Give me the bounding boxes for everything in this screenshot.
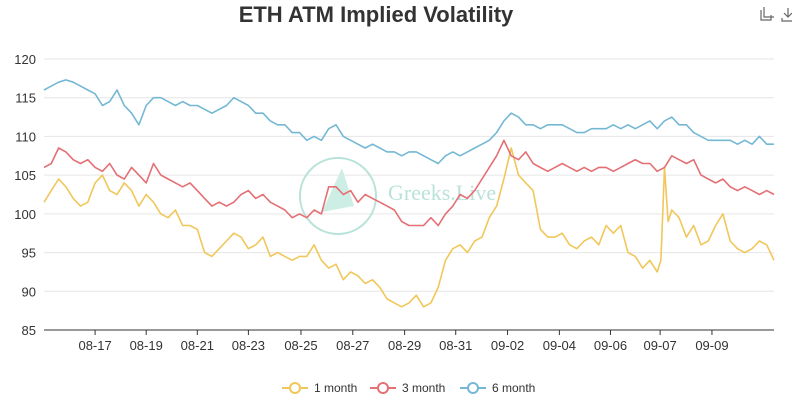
restore-icon[interactable] — [759, 6, 775, 22]
watermark-logo-icon — [299, 157, 377, 235]
series-line-1-month — [43, 147, 775, 308]
legend-item-3-month[interactable]: 3 month — [370, 378, 445, 398]
y-tick-label: 110 — [15, 129, 36, 144]
y-tick-label: 100 — [14, 207, 36, 222]
legend-label: 3 month — [402, 381, 446, 395]
y-tick-label: 90 — [22, 284, 36, 299]
legend-label: 1 month — [314, 381, 358, 395]
series-line-6-month — [43, 79, 774, 165]
legend-marker-icon — [460, 382, 486, 394]
legend-marker-icon — [370, 382, 396, 394]
x-tick-label: 09-02 — [491, 338, 524, 353]
x-tick-label: 09-07 — [643, 338, 676, 353]
x-tick-label: 09-04 — [543, 338, 576, 353]
y-tick-label: 95 — [22, 246, 36, 261]
y-tick-label: 105 — [14, 168, 36, 183]
legend-item-1-month[interactable]: 1 month — [282, 378, 357, 398]
x-tick-label: 09-09 — [695, 338, 728, 353]
x-tick-label: 08-25 — [284, 338, 317, 353]
download-icon[interactable] — [780, 6, 792, 22]
x-tick-label: 08-17 — [78, 338, 111, 353]
legend-item-6-month[interactable]: 6 month — [460, 378, 535, 398]
x-tick-label: 08-31 — [439, 338, 472, 353]
series-line-3-month — [43, 139, 775, 227]
x-tick-label: 08-19 — [130, 338, 163, 353]
legend-marker-icon — [282, 382, 308, 394]
y-tick-label: 85 — [22, 323, 36, 338]
chart-title: ETH ATM Implied Volatility — [238, 2, 514, 27]
legend: 1 month 3 month 6 month — [0, 378, 792, 398]
x-tick-label: 08-23 — [232, 338, 265, 353]
y-tick-label: 115 — [15, 91, 36, 106]
watermark: Greeks.Live — [299, 157, 496, 235]
x-tick-label: 08-27 — [336, 338, 369, 353]
x-tick-label: 09-06 — [594, 338, 627, 353]
x-tick-label: 08-29 — [388, 338, 421, 353]
legend-label: 6 month — [492, 381, 536, 395]
x-tick-label: 08-21 — [181, 338, 214, 353]
y-tick-label: 120 — [14, 52, 36, 67]
